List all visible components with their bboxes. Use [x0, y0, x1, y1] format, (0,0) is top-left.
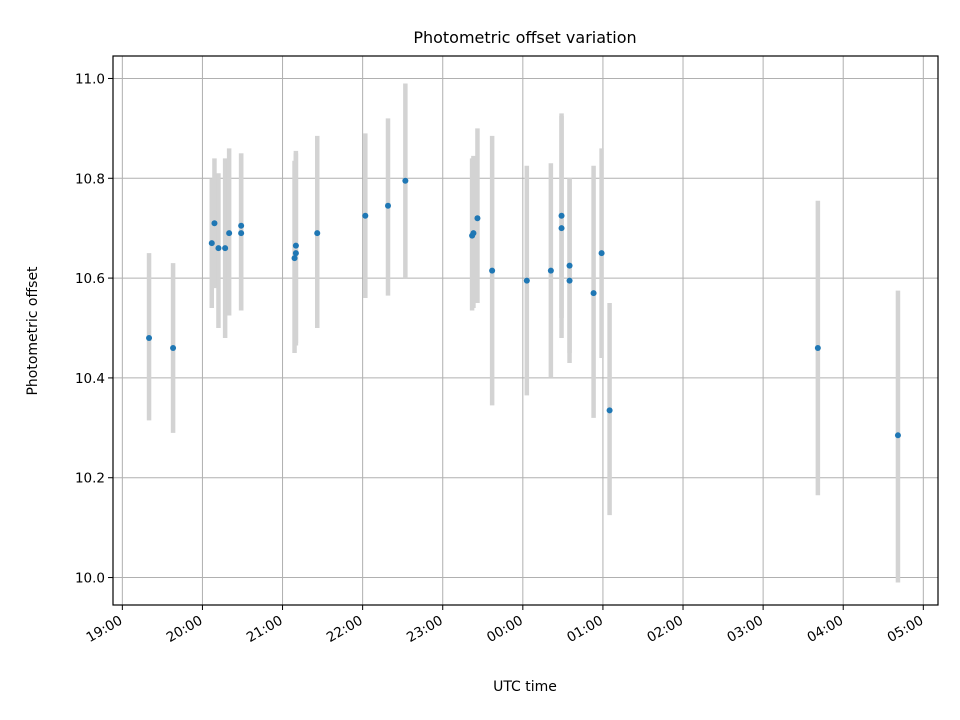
y-tick-label: 10.0 — [75, 571, 105, 587]
data-point — [566, 277, 573, 284]
chart-title: Photometric offset variation — [413, 28, 636, 47]
data-point — [489, 267, 496, 274]
data-point — [566, 262, 573, 269]
data-point — [402, 177, 409, 184]
data-point — [362, 212, 369, 219]
data-point — [470, 230, 477, 237]
data-point — [814, 344, 821, 351]
data-point — [894, 432, 901, 439]
data-point — [558, 212, 565, 219]
data-point — [211, 220, 218, 227]
data-point — [523, 277, 530, 284]
data-point — [292, 250, 299, 257]
data-point — [385, 202, 391, 209]
y-axis-label: Photometric offset — [25, 266, 41, 396]
data-point — [590, 290, 597, 297]
data-point — [314, 230, 321, 237]
data-point — [215, 245, 222, 252]
y-tick-label: 10.6 — [75, 271, 105, 287]
data-point — [238, 222, 245, 229]
data-point — [238, 230, 245, 237]
data-point — [292, 242, 299, 249]
data-point — [291, 255, 298, 262]
data-point — [146, 334, 153, 341]
data-point — [606, 407, 613, 414]
data-points — [146, 177, 901, 439]
data-point — [170, 344, 177, 351]
y-tick-label: 10.4 — [75, 371, 105, 387]
data-point — [222, 245, 229, 252]
data-point — [474, 215, 481, 222]
data-point — [598, 250, 605, 257]
y-axis: 10.0 10.2 10.4 10.6 10.8 11.0 — [75, 71, 113, 587]
x-axis-label: UTC time — [493, 679, 557, 695]
y-tick-label: 10.8 — [75, 171, 105, 187]
y-tick-label: 10.2 — [75, 471, 105, 487]
plot-frame — [112, 55, 939, 606]
y-tick-label: 11.0 — [75, 71, 105, 87]
data-point — [208, 240, 215, 247]
data-point — [226, 230, 233, 237]
data-point — [547, 267, 554, 274]
data-point — [558, 225, 565, 232]
